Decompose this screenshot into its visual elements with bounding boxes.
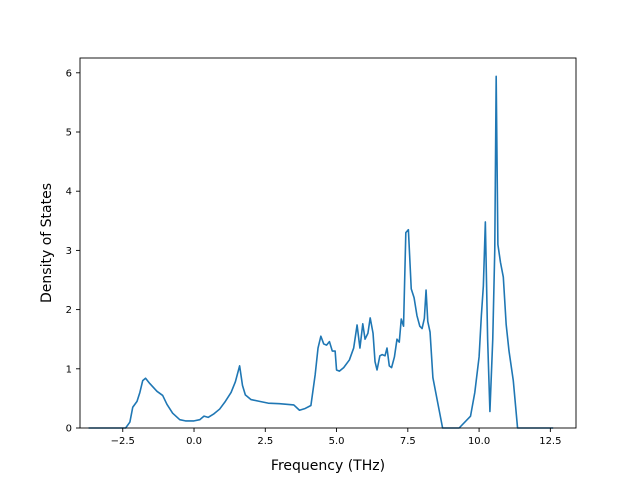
y-tick-label: 0: [66, 424, 72, 435]
x-tick-label: 5.0: [329, 436, 345, 447]
chart-marks: [88, 75, 554, 429]
x-axis-title: Frequency (THz): [271, 458, 385, 474]
y-tick-label: 3: [66, 246, 72, 257]
x-tick-label: 12.5: [539, 436, 561, 447]
plot-frame: [79, 57, 577, 429]
plot-background: [80, 58, 576, 428]
x-tick-label: −2.5: [111, 436, 135, 447]
y-tick-label: 5: [66, 128, 72, 139]
y-axis-ticks: 0 1 2 3 4 5 6: [66, 68, 80, 435]
x-tick-label: 7.5: [400, 436, 416, 447]
y-tick-label: 6: [66, 68, 72, 79]
y-tick-label: 2: [66, 305, 72, 316]
dos-series-line-0: [88, 75, 554, 429]
x-tick-label: 10.0: [468, 436, 490, 447]
y-tick-label: 1: [66, 364, 72, 375]
x-tick-label: 2.5: [257, 436, 273, 447]
y-tick-label: 4: [66, 187, 72, 198]
x-axis-ticks: −2.5 0.0 2.5 5.0 7.5 10.0 12.5: [111, 428, 561, 447]
y-axis-title: Density of States: [39, 183, 55, 303]
x-tick-label: 0.0: [186, 436, 202, 447]
